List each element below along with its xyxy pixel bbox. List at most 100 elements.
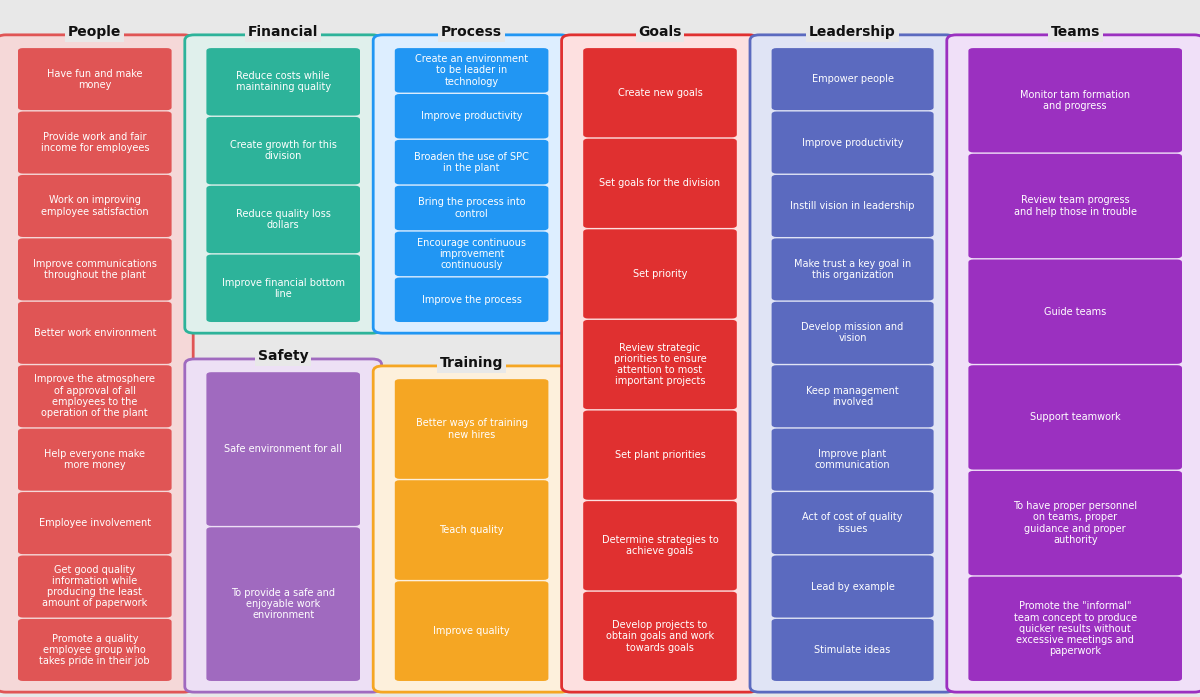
Text: Improve productivity: Improve productivity [802,137,904,148]
FancyBboxPatch shape [0,35,193,692]
Text: Help everyone make
more money: Help everyone make more money [44,449,145,470]
FancyBboxPatch shape [583,48,737,137]
FancyBboxPatch shape [583,139,737,228]
Text: Develop mission and
vision: Develop mission and vision [802,322,904,344]
Text: Promote a quality
employee group who
takes pride in their job: Promote a quality employee group who tak… [40,634,150,666]
Text: Improve quality: Improve quality [433,626,510,636]
Text: Encourage continuous
improvement
continuously: Encourage continuous improvement continu… [418,238,526,270]
FancyBboxPatch shape [395,277,548,322]
Text: Bring the process into
control: Bring the process into control [418,197,526,219]
Text: Have fun and make
money: Have fun and make money [47,68,143,90]
Text: Guide teams: Guide teams [1044,307,1106,316]
FancyBboxPatch shape [772,175,934,237]
FancyBboxPatch shape [583,320,737,409]
FancyBboxPatch shape [18,556,172,618]
FancyBboxPatch shape [18,429,172,491]
Text: Promote the "informal"
team concept to produce
quicker results without
excessive: Promote the "informal" team concept to p… [1014,602,1136,656]
FancyBboxPatch shape [395,94,548,139]
Text: To have proper personnel
on teams, proper
guidance and proper
authority: To have proper personnel on teams, prope… [1013,501,1138,545]
Text: To provide a safe and
enjoyable work
environment: To provide a safe and enjoyable work env… [232,588,335,620]
Text: Create an environment
to be leader in
technology: Create an environment to be leader in te… [415,54,528,86]
FancyBboxPatch shape [185,35,382,333]
FancyBboxPatch shape [18,619,172,681]
Text: Improve productivity: Improve productivity [421,112,522,121]
Text: Instill vision in leadership: Instill vision in leadership [791,201,914,211]
Text: Set plant priorities: Set plant priorities [614,450,706,460]
Text: Set priority: Set priority [632,269,688,279]
FancyBboxPatch shape [772,48,934,110]
Text: Keep management
involved: Keep management involved [806,385,899,407]
FancyBboxPatch shape [395,379,548,479]
FancyBboxPatch shape [772,619,934,681]
Text: People: People [68,25,121,39]
FancyBboxPatch shape [206,48,360,116]
Text: Reduce costs while
maintaining quality: Reduce costs while maintaining quality [235,71,331,93]
FancyBboxPatch shape [395,186,548,230]
Text: Support teamwork: Support teamwork [1030,413,1121,422]
Text: Provide work and fair
income for employees: Provide work and fair income for employe… [41,132,149,153]
FancyBboxPatch shape [373,366,570,692]
Text: Safety: Safety [258,349,308,363]
FancyBboxPatch shape [562,35,758,692]
FancyBboxPatch shape [750,35,955,692]
Text: Leadership: Leadership [809,25,896,39]
Text: Get good quality
information while
producing the least
amount of paperwork: Get good quality information while produ… [42,565,148,608]
Text: Goals: Goals [638,25,682,39]
FancyBboxPatch shape [395,581,548,681]
FancyBboxPatch shape [373,35,570,333]
Text: Employee involvement: Employee involvement [38,518,151,528]
FancyBboxPatch shape [968,154,1182,258]
FancyBboxPatch shape [772,112,934,174]
FancyBboxPatch shape [772,492,934,554]
Text: Make trust a key goal in
this organization: Make trust a key goal in this organizati… [794,259,911,280]
Text: Monitor tam formation
and progress: Monitor tam formation and progress [1020,90,1130,111]
Text: Lead by example: Lead by example [811,581,894,592]
FancyBboxPatch shape [968,48,1182,153]
Text: Improve the atmosphere
of approval of all
employees to the
operation of the plan: Improve the atmosphere of approval of al… [35,374,155,418]
FancyBboxPatch shape [18,48,172,110]
FancyBboxPatch shape [772,429,934,491]
FancyBboxPatch shape [583,592,737,681]
Text: Process: Process [442,25,502,39]
Text: Improve plant
communication: Improve plant communication [815,449,890,470]
Text: Improve the process: Improve the process [421,295,522,305]
Text: Improve communications
throughout the plant: Improve communications throughout the pl… [32,259,157,280]
Text: Better ways of training
new hires: Better ways of training new hires [415,418,528,440]
FancyBboxPatch shape [772,302,934,364]
FancyBboxPatch shape [395,48,548,93]
Text: Teams: Teams [1050,25,1100,39]
Text: Reduce quality loss
dollars: Reduce quality loss dollars [235,209,331,230]
FancyBboxPatch shape [18,492,172,554]
Text: Act of cost of quality
issues: Act of cost of quality issues [803,512,902,534]
FancyBboxPatch shape [18,365,172,427]
Text: Broaden the use of SPC
in the plant: Broaden the use of SPC in the plant [414,151,529,173]
FancyBboxPatch shape [772,365,934,427]
Text: Review team progress
and help those in trouble: Review team progress and help those in t… [1014,195,1136,217]
FancyBboxPatch shape [18,238,172,300]
Text: Develop projects to
obtain goals and work
towards goals: Develop projects to obtain goals and wor… [606,620,714,652]
FancyBboxPatch shape [185,359,382,692]
FancyBboxPatch shape [18,302,172,364]
Text: Teach quality: Teach quality [439,525,504,535]
Text: Improve financial bottom
line: Improve financial bottom line [222,277,344,299]
FancyBboxPatch shape [395,140,548,185]
FancyBboxPatch shape [583,229,737,319]
FancyBboxPatch shape [18,112,172,174]
FancyBboxPatch shape [395,231,548,276]
FancyBboxPatch shape [206,185,360,253]
FancyBboxPatch shape [968,259,1182,364]
Text: Set goals for the division: Set goals for the division [600,178,720,188]
FancyBboxPatch shape [968,576,1182,681]
Text: Better work environment: Better work environment [34,328,156,338]
FancyBboxPatch shape [968,365,1182,470]
Text: Empower people: Empower people [811,74,894,84]
FancyBboxPatch shape [772,556,934,618]
Text: Stimulate ideas: Stimulate ideas [815,645,890,655]
Text: Create growth for this
division: Create growth for this division [229,140,337,161]
FancyBboxPatch shape [206,372,360,526]
FancyBboxPatch shape [772,238,934,300]
FancyBboxPatch shape [206,117,360,184]
Text: Work on improving
employee satisfaction: Work on improving employee satisfaction [41,195,149,217]
FancyBboxPatch shape [968,471,1182,575]
FancyBboxPatch shape [206,254,360,322]
